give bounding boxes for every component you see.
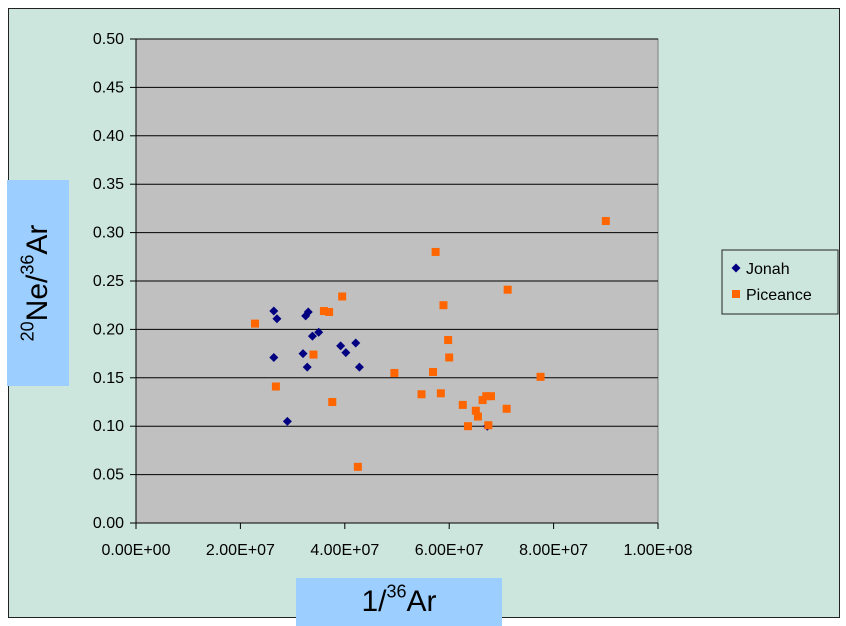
piceance-point [251, 319, 260, 328]
data-points [251, 216, 610, 471]
piceance-point [444, 336, 453, 345]
y-tick-label: 0.05 [93, 467, 124, 484]
piceance-point [271, 382, 280, 391]
y-axis-label-box: 20Ne/36Ar [7, 180, 69, 386]
piceance-point [353, 462, 362, 471]
piceance-point [601, 216, 610, 225]
axes: 0.00 0.05 0.10 0.15 0.20 0.25 0.30 0.35 0.40 0.45… [93, 31, 693, 559]
jonah-point [336, 341, 346, 351]
piceance-point [417, 390, 426, 399]
piceance-point [431, 247, 440, 256]
piceance-point [328, 398, 337, 406]
piceance-point [319, 307, 328, 316]
x-tick-label: 6.00E+07 [415, 542, 484, 559]
jonah-point [307, 331, 317, 341]
jonah-point [303, 307, 313, 317]
piceance-point [536, 372, 545, 381]
x-tick-label: 4.00E+07 [310, 542, 379, 559]
piceance-point [502, 404, 511, 413]
x-tick-label: 8.00E+07 [519, 542, 588, 559]
piceance-point [484, 421, 493, 430]
jonah-point [341, 348, 351, 358]
piceance-point [486, 392, 495, 401]
piceance-point [463, 422, 472, 431]
y-tick-label: 0.00 [93, 515, 124, 532]
piceance-point [429, 367, 438, 376]
jonah-point [282, 416, 292, 426]
piceance-point [390, 368, 399, 377]
piceance-point [338, 292, 347, 301]
gridlines [136, 38, 658, 476]
x-tick-label: 1.00E+08 [624, 542, 693, 559]
piceance-point [436, 389, 445, 398]
jonah-point [269, 352, 279, 362]
y-tick-label: 0.10 [93, 418, 124, 435]
legend-box [721, 249, 839, 315]
jonah-point [351, 338, 361, 348]
legend-marker-jonah [731, 263, 741, 273]
y-tick-label: 0.45 [93, 79, 124, 96]
series-piceance [251, 216, 610, 471]
piceance-point [309, 350, 318, 359]
legend-label-jonah: Jonah [746, 261, 790, 278]
y-tick-label: 0.20 [93, 321, 124, 338]
y-tick-label: 0.35 [93, 176, 124, 193]
piceance-point [471, 406, 480, 415]
y-tick-label: 0.40 [93, 128, 124, 145]
jonah-point [302, 362, 312, 372]
y-tick-label: 0.25 [93, 273, 124, 290]
piceance-point [482, 392, 491, 401]
x-tick-label: 0.00E+00 [102, 542, 171, 559]
piceance-point [445, 353, 454, 362]
x-tick-label: 2.00E+07 [206, 542, 275, 559]
jonah-point [272, 314, 282, 324]
jonah-point [298, 349, 308, 359]
y-tick-label: 0.50 [93, 31, 124, 48]
piceance-point [473, 412, 482, 421]
x-axis-label: 1/36Ar [361, 581, 437, 619]
y-tick-label: 0.30 [93, 225, 124, 242]
y-tick-label: 0.15 [93, 370, 124, 387]
legend-marker-piceance [732, 290, 740, 298]
y-axis-label: 20Ne/36Ar [17, 224, 55, 342]
series-jonah [269, 306, 492, 431]
jonah-point [314, 327, 324, 337]
piceance-point [439, 301, 448, 310]
x-axis-label-box: 1/36Ar [296, 578, 502, 626]
legend: Jonah Piceance [721, 249, 839, 315]
piceance-point [458, 400, 467, 409]
jonah-point [269, 306, 279, 316]
piceance-point [503, 285, 512, 294]
legend-label-piceance: Piceance [746, 287, 812, 304]
piceance-point [325, 307, 334, 316]
jonah-point [354, 362, 364, 372]
